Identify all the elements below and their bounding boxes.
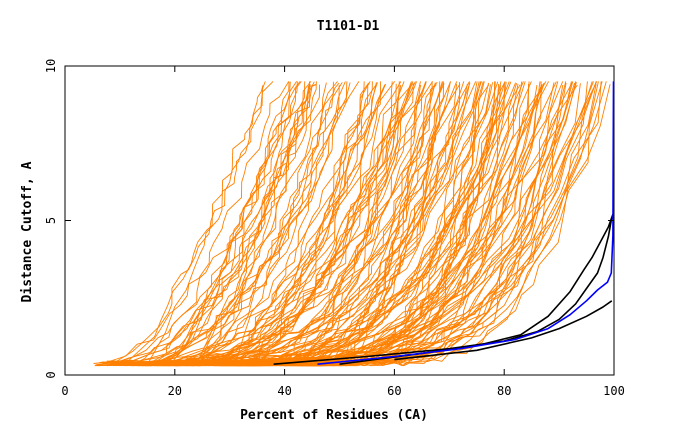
model-curve	[210, 81, 402, 361]
model-curve	[292, 81, 418, 363]
x-tick-label: 100	[603, 384, 625, 398]
x-tick-label: 0	[61, 384, 68, 398]
x-tick-label: 40	[277, 384, 291, 398]
y-tick-label: 10	[44, 59, 58, 73]
model-curve	[114, 81, 371, 367]
model-curve	[168, 81, 290, 367]
y-tick-label: 0	[44, 371, 58, 378]
plot-area: 0 20 40 60 80 100 0 5 10	[44, 59, 625, 398]
model-curve	[300, 82, 576, 367]
model-curve	[160, 81, 557, 367]
model-curve	[106, 82, 343, 364]
model-curve	[325, 81, 480, 366]
model-curve	[182, 84, 340, 362]
model-curve	[202, 84, 316, 366]
model-curve	[102, 84, 321, 365]
model-curve	[204, 81, 421, 367]
model-curve	[101, 81, 290, 365]
model-curve	[93, 82, 351, 364]
model-curve	[332, 81, 438, 363]
model-curve	[140, 81, 458, 367]
model-curve	[267, 81, 465, 367]
x-tick-label: 20	[168, 384, 182, 398]
model-curve	[109, 81, 266, 366]
model-curve	[143, 82, 412, 367]
x-axis-label: Percent of Residues (CA)	[240, 408, 428, 423]
model-curve	[182, 82, 377, 363]
model-curve	[109, 81, 297, 366]
model-curve	[233, 81, 373, 364]
model-curve	[179, 81, 444, 367]
model-curve	[168, 81, 301, 366]
model-curve	[102, 82, 436, 367]
model-curve	[318, 81, 530, 365]
model-curve	[137, 81, 574, 367]
model-curve	[333, 81, 597, 366]
model-curve	[148, 84, 377, 365]
x-tick-label: 80	[497, 384, 511, 398]
model-curve	[122, 82, 327, 364]
series-layer	[93, 81, 615, 367]
y-tick-label: 5	[44, 217, 58, 224]
model-curve	[95, 81, 360, 366]
model-curve	[141, 81, 315, 365]
model-curve	[154, 83, 311, 367]
model-curve	[173, 81, 334, 362]
model-curve	[129, 84, 369, 366]
highlight-curve-black	[394, 300, 613, 361]
model-curve	[267, 81, 427, 367]
model-curve	[216, 82, 369, 363]
chart-title: T1101-D1	[317, 19, 380, 34]
x-tick-label: 60	[387, 384, 401, 398]
model-curve	[124, 81, 306, 365]
model-curve	[107, 81, 291, 367]
model-curve	[156, 81, 338, 366]
highlight-curve-blue	[317, 81, 615, 365]
y-axis-label: Distance Cutoff, A	[20, 161, 35, 302]
model-curve	[202, 84, 422, 366]
model-curve	[105, 81, 427, 365]
model-curve	[136, 81, 298, 363]
model-curve	[198, 84, 611, 367]
ticks-layer: 0 20 40 60 80 100 0 5 10	[44, 59, 625, 398]
highlight-curve-black	[273, 217, 613, 365]
model-curve	[185, 81, 478, 366]
model-curve	[237, 81, 365, 366]
model-curve	[147, 81, 274, 364]
model-curve	[286, 84, 501, 367]
model-curve	[107, 84, 402, 367]
model-curve	[157, 81, 302, 361]
model-curve	[166, 83, 468, 367]
